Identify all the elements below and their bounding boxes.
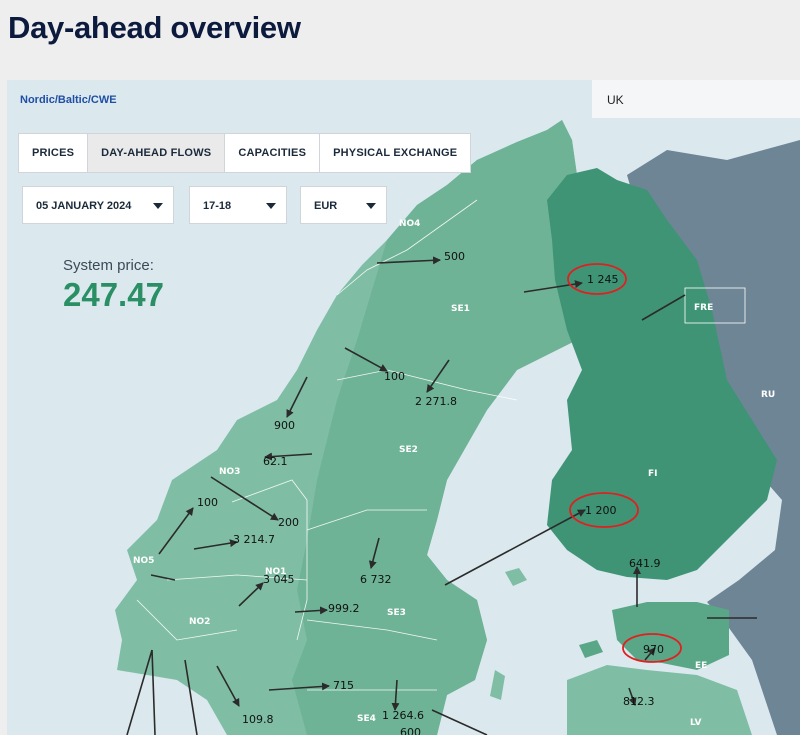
flow-label: 812.3 [623, 695, 655, 708]
gotland-island [490, 670, 505, 700]
flow-label: 100 [197, 496, 218, 509]
russia-area [627, 140, 800, 735]
aland-island [505, 568, 527, 586]
flow-label: 715 [333, 679, 354, 692]
system-price-value: 247.47 [63, 276, 164, 313]
flow-arrow [376, 256, 441, 265]
zone-label-no1: NO1 [265, 567, 286, 577]
zone-label-no5: NO5 [133, 556, 154, 566]
page-title: Day-ahead overview [8, 10, 301, 45]
date-select[interactable]: 05 JANUARY 2024 [22, 186, 174, 224]
flow-label: 100 [384, 370, 405, 383]
flow-label: 641.9 [629, 557, 661, 570]
flow-arrow [628, 687, 637, 706]
zone-label-se1: SE1 [451, 304, 470, 314]
zone-label-ee: EE [695, 661, 707, 671]
estonia-area [612, 602, 729, 670]
highlight-circle [622, 633, 682, 663]
flow-label: 600 [400, 726, 421, 735]
flow-arrow [391, 679, 400, 711]
flow-label: 970 [643, 643, 664, 656]
tab-prices[interactable]: PRICES [18, 133, 89, 173]
zone-label-no2: NO2 [189, 617, 210, 627]
flow-arrow [426, 359, 450, 393]
flow-label: 500 [444, 250, 465, 263]
finland-area [547, 168, 777, 580]
zone-label-no3: NO3 [219, 467, 240, 477]
flow-arrow [523, 280, 583, 293]
view-tabs: PRICES DAY-AHEAD FLOWS CAPACITIES PHYSIC… [18, 133, 472, 173]
fre-box [684, 287, 746, 324]
flow-label: 62.1 [263, 455, 288, 468]
flow-map[interactable]: NO4 SE1 SE2 NO3 NO5 NO1 NO2 SE3 SE4 FI F… [7, 80, 800, 735]
highlight-marks [567, 263, 682, 663]
flow-arrow [294, 606, 328, 615]
flow-label: 1 200 [585, 504, 617, 517]
hour-select-value: 17-18 [203, 200, 232, 212]
flow-label: 109.8 [242, 713, 274, 726]
zone-label-lv: LV [690, 718, 701, 728]
flow-label: 900 [274, 419, 295, 432]
flow-arrow [431, 709, 488, 735]
flow-arrow [344, 347, 388, 372]
zone-label-no4: NO4 [399, 219, 420, 229]
flow-arrow [216, 665, 240, 707]
map-panel: NO4 SE1 SE2 NO3 NO5 NO1 NO2 SE3 SE4 FI F… [7, 80, 800, 735]
chevron-down-icon [366, 203, 376, 209]
flow-label: 3 214.7 [233, 533, 275, 546]
region-tab-uk-label: UK [607, 93, 624, 107]
flow-arrow [368, 537, 380, 569]
flow-label: 3 045 [263, 573, 295, 586]
flow-arrow [193, 539, 238, 550]
saaremaa-island [579, 640, 603, 658]
flow-label: 6 732 [360, 573, 392, 586]
flow-arrow [286, 376, 308, 418]
latvia-area [567, 665, 752, 735]
flow-arrow [641, 294, 686, 321]
highlight-circle [567, 263, 627, 295]
flow-arrow [644, 647, 656, 661]
zone-label-se2: SE2 [399, 445, 418, 455]
flow-arrow [268, 682, 330, 691]
tab-physical-exchange[interactable]: PHYSICAL EXCHANGE [319, 133, 472, 173]
tab-capacities[interactable]: CAPACITIES [224, 133, 321, 173]
flow-arrow [210, 476, 279, 521]
flow-arrow [238, 582, 264, 607]
flow-arrow [126, 649, 153, 735]
flow-arrow [150, 574, 176, 581]
flow-label: 2 271.8 [415, 395, 457, 408]
zone-label-fre: FRE [694, 303, 713, 313]
highlight-circle [569, 492, 639, 528]
flow-arrows [126, 256, 757, 735]
chevron-down-icon [266, 203, 276, 209]
flow-arrow [264, 452, 313, 461]
flow-label: 999.2 [328, 602, 360, 615]
currency-select-value: EUR [314, 200, 338, 212]
region-tab-uk[interactable]: UK [592, 80, 800, 118]
hour-select[interactable]: 17-18 [189, 186, 287, 224]
zone-label-ru: RU [761, 390, 775, 400]
zone-label-se3: SE3 [387, 608, 406, 618]
date-select-value: 05 JANUARY 2024 [36, 200, 132, 212]
zone-label-se4: SE4 [357, 714, 376, 724]
sweden-area [292, 120, 577, 735]
region-link-nordic[interactable]: Nordic/Baltic/CWE [20, 94, 117, 106]
flow-label: 1 245 [587, 273, 619, 286]
flow-label: 1 264.6 [382, 709, 424, 722]
chevron-down-icon [153, 203, 163, 209]
flow-label: 200 [278, 516, 299, 529]
system-price-label: System price: [63, 257, 154, 274]
flow-arrow [444, 509, 586, 586]
tab-day-ahead-flows[interactable]: DAY-AHEAD FLOWS [87, 133, 226, 173]
flow-arrow [158, 507, 194, 555]
flow-arrow [151, 649, 156, 735]
zone-label-fi: FI [648, 469, 658, 479]
currency-select[interactable]: EUR [300, 186, 387, 224]
flow-arrow [184, 659, 198, 735]
